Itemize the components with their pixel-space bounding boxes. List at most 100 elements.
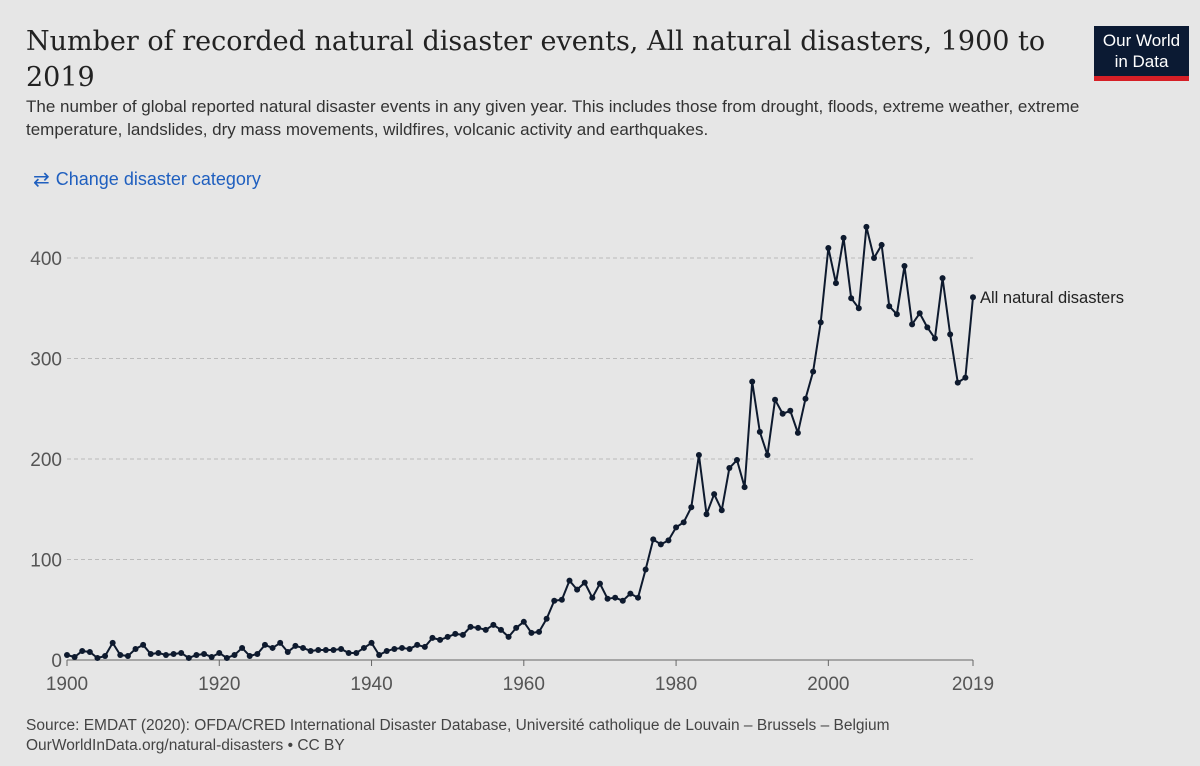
data-point-1921 (223, 654, 230, 661)
chart-source: Source: EMDAT (2020): OFDA/CRED Internat… (26, 716, 890, 756)
data-point-2015 (939, 275, 946, 282)
data-point-2017 (954, 379, 961, 386)
data-point-1980 (673, 524, 680, 531)
data-point-1987 (726, 465, 733, 472)
data-point-2008 (886, 303, 893, 310)
data-point-1935 (330, 646, 337, 653)
data-point-1909 (132, 645, 139, 652)
data-point-1975 (635, 594, 642, 601)
data-point-1907 (117, 651, 124, 658)
data-point-2018 (962, 374, 969, 381)
data-point-1932 (307, 647, 314, 654)
data-point-1999 (817, 319, 824, 326)
url-license[interactable]: OurWorldInData.org/natural-disasters • C… (26, 737, 345, 754)
data-point-2005 (863, 223, 870, 230)
data-point-1981 (680, 519, 687, 526)
data-point-2013 (924, 324, 931, 331)
data-point-1904 (94, 654, 101, 661)
change-disaster-category-button[interactable]: ⇄ Change disaster category (33, 169, 261, 190)
data-point-1947 (421, 643, 428, 650)
y-tick-label-100: 100 (30, 551, 62, 572)
data-point-1914 (170, 650, 177, 657)
data-point-1956 (490, 621, 497, 628)
source-text: Source: EMDAT (2020): OFDA/CRED Internat… (26, 717, 890, 734)
data-point-1989 (741, 484, 748, 491)
data-point-1990 (749, 378, 756, 385)
data-point-2014 (931, 335, 938, 342)
x-tick-label-2019: 2019 (952, 674, 994, 695)
data-point-1971 (604, 595, 611, 602)
data-point-1970 (596, 580, 603, 587)
data-point-1986 (718, 507, 725, 514)
y-tick-label-300: 300 (30, 350, 62, 371)
data-point-2003 (848, 295, 855, 302)
data-point-1916 (185, 654, 192, 661)
data-point-1908 (124, 652, 131, 659)
data-point-1965 (558, 596, 565, 603)
data-point-1911 (147, 650, 154, 657)
data-point-1927 (269, 644, 276, 651)
data-point-1917 (193, 651, 200, 658)
data-point-1924 (246, 652, 253, 659)
our-world-in-data-logo[interactable]: Our World in Data (1094, 26, 1189, 81)
data-point-1998 (810, 368, 817, 375)
data-point-2016 (947, 331, 954, 338)
data-point-1926 (261, 641, 268, 648)
data-point-1960 (520, 618, 527, 625)
data-point-1906 (109, 639, 116, 646)
series-label-all-natural-disasters[interactable]: All natural disasters (980, 289, 1124, 307)
data-point-2006 (871, 255, 878, 261)
data-point-2000 (825, 244, 832, 251)
data-point-1985 (711, 491, 718, 498)
data-point-1958 (505, 633, 512, 640)
x-tick-label-1980: 1980 (655, 674, 697, 695)
data-point-1900 (64, 651, 70, 658)
data-point-1948 (429, 634, 436, 641)
data-point-1922 (231, 651, 238, 658)
x-tick-label-1900: 1900 (46, 674, 88, 695)
chart-title: Number of recorded natural disaster even… (26, 26, 1046, 93)
data-point-1993 (772, 396, 779, 403)
data-point-2007 (878, 241, 885, 248)
data-point-1991 (756, 428, 763, 435)
data-point-1972 (612, 594, 619, 601)
data-point-1939 (360, 644, 367, 651)
data-point-1949 (437, 636, 444, 643)
data-point-2010 (901, 263, 908, 270)
data-point-2004 (855, 305, 862, 312)
data-point-1931 (300, 644, 307, 651)
data-point-1915 (178, 649, 185, 656)
x-tick-label-1960: 1960 (503, 674, 545, 695)
data-point-1955 (482, 626, 489, 633)
data-point-1974 (627, 590, 634, 597)
data-point-1961 (528, 629, 535, 636)
data-point-1943 (391, 645, 398, 652)
data-point-1953 (467, 623, 474, 630)
y-tick-label-400: 400 (30, 249, 62, 270)
logo-line-1: Our World (1102, 31, 1181, 50)
data-point-1938 (353, 649, 360, 656)
data-point-1918 (201, 650, 208, 657)
data-point-1941 (376, 651, 383, 658)
x-tick-label-2000: 2000 (807, 674, 849, 695)
data-point-1928 (277, 639, 284, 646)
data-point-1994 (779, 410, 786, 417)
data-point-1973 (619, 597, 626, 604)
data-point-2001 (832, 280, 839, 287)
series-line-all-natural-disasters (66, 225, 974, 659)
data-point-1967 (574, 586, 581, 593)
data-point-1934 (322, 646, 329, 653)
data-point-1912 (155, 649, 162, 656)
data-point-1942 (383, 647, 390, 654)
data-point-1982 (688, 504, 695, 511)
data-point-1901 (71, 653, 78, 660)
data-point-1983 (695, 451, 702, 458)
data-point-1923 (239, 644, 246, 651)
data-point-1940 (368, 639, 375, 646)
data-point-1910 (140, 641, 147, 648)
data-point-1933 (315, 646, 322, 653)
data-point-1984 (703, 511, 710, 518)
data-point-1957 (497, 626, 504, 633)
data-point-1978 (657, 541, 664, 548)
